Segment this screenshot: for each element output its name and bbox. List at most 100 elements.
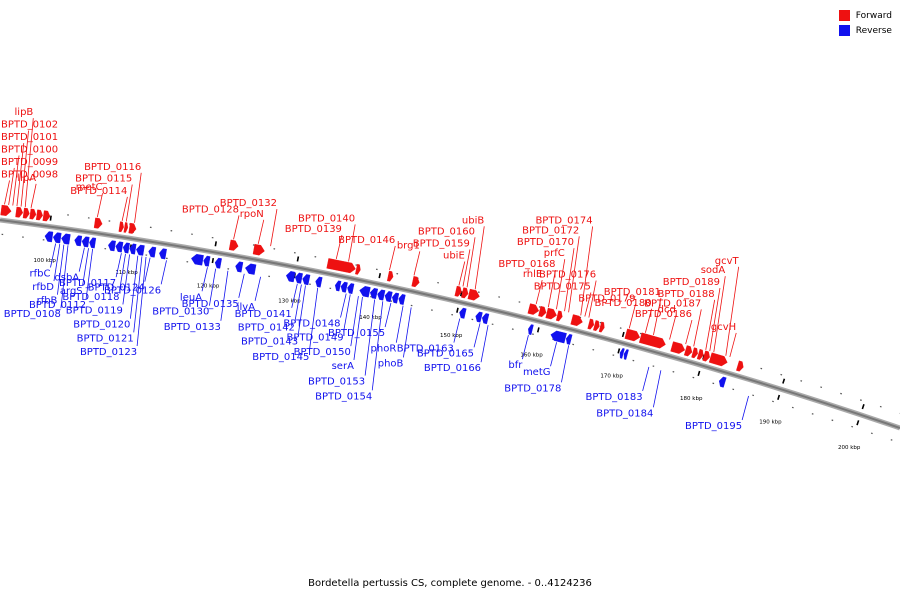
forward-gene-label[interactable]: rpoN (240, 209, 264, 220)
reverse-gene-label[interactable]: BPTD_0155 (328, 328, 385, 339)
scale-tick (50, 216, 51, 221)
forward-gene-label[interactable]: BPTD_0181 (604, 287, 661, 298)
forward-gene-arrow (94, 218, 102, 229)
reverse-leader-line (481, 325, 488, 362)
forward-gene-label[interactable]: BPTD_0180 (594, 298, 651, 309)
forward-gene-arrow (16, 207, 23, 217)
forward-gene-arrow (538, 306, 546, 317)
forward-gene-arrow (599, 322, 604, 332)
scale-tick (379, 273, 380, 278)
forward-leader-line (271, 209, 277, 246)
forward-gene-arrow (387, 271, 393, 281)
reverse-gene-arrow (378, 290, 386, 301)
forward-gene-label[interactable]: BPTD_0188 (657, 289, 714, 300)
scale-tick-label: 190 kbp (759, 420, 782, 426)
reverse-gene-arrow (149, 247, 156, 257)
forward-leader-line (389, 246, 395, 270)
forward-gene-label[interactable]: BPTD_0160 (418, 226, 475, 237)
reverse-gene-arrow (566, 334, 572, 344)
forward-gene-arrow (1, 205, 12, 216)
forward-gene-label[interactable]: BPTD_0170 (517, 237, 574, 248)
reverse-gene-label[interactable]: rfbC (30, 269, 51, 280)
forward-gene-label[interactable]: BPTD_0114 (70, 186, 127, 197)
scale-tick-label: 140 kbp (359, 315, 382, 321)
reverse-gene-arrow (236, 262, 244, 273)
forward-gene-label[interactable]: ubiE (443, 250, 465, 261)
reverse-gene-label[interactable]: BPTD_0153 (308, 377, 365, 388)
reverse-gene-arrow (360, 286, 371, 297)
reverse-gene-arrow (316, 277, 323, 287)
forward-gene-label[interactable]: gcvH (711, 322, 736, 333)
forward-gene-label[interactable]: BPTD_0100 (1, 144, 58, 155)
reverse-gene-label[interactable]: BPTD_0126 (104, 285, 161, 296)
forward-gene-arrow (327, 258, 356, 273)
forward-gene-label[interactable]: prfC (544, 248, 565, 259)
forward-gene-label[interactable]: BPTD_0189 (663, 277, 720, 288)
forward-gene-label[interactable]: BPTD_0116 (84, 162, 141, 173)
forward-gene-label[interactable]: BPTD_0140 (298, 213, 355, 224)
forward-gene-label[interactable]: ubiB (462, 215, 484, 226)
forward-gene-label[interactable]: BPTD_0172 (522, 225, 579, 236)
forward-gene-arrow (124, 222, 128, 232)
reverse-gene-label[interactable]: bfr (508, 360, 523, 371)
reverse-gene-label[interactable]: BPTD_0154 (315, 391, 372, 402)
forward-leader-line (31, 184, 36, 208)
forward-gene-label[interactable]: BPTD_0101 (1, 132, 58, 143)
reverse-gene-arrow (245, 264, 256, 275)
scale-tick (538, 327, 539, 332)
forward-gene-arrow (119, 222, 124, 232)
reverse-gene-label[interactable]: BPTD_0183 (585, 392, 642, 403)
forward-gene-label[interactable]: lipA (17, 173, 36, 184)
scale-tick-label: 150 kbp (440, 333, 463, 339)
reverse-gene-label[interactable]: BPTD_0166 (424, 363, 481, 374)
reverse-leader-line (239, 274, 245, 298)
forward-gene-label[interactable]: BPTD_0139 (285, 224, 342, 235)
reverse-gene-label[interactable]: serA (332, 361, 354, 372)
forward-gene-label[interactable]: gcvT (715, 256, 740, 267)
forward-gene-arrow (588, 319, 594, 329)
reverse-gene-label[interactable]: BPTD_0165 (417, 348, 474, 359)
reverse-gene-arrow (551, 331, 567, 343)
reverse-gene-label[interactable]: BPTD_0184 (596, 408, 653, 419)
reverse-gene-arrow (45, 232, 53, 243)
reverse-gene-label[interactable]: BPTD_0135 (182, 299, 239, 310)
forward-gene-label[interactable]: lipB (15, 107, 34, 118)
reverse-gene-label[interactable]: phoB (378, 358, 404, 369)
forward-gene-label[interactable]: sodA (701, 265, 726, 276)
reverse-gene-label[interactable]: BPTD_0120 (73, 320, 130, 331)
forward-gene-label[interactable]: BPTD_0176 (539, 270, 596, 281)
reverse-gene-label[interactable]: BPTD_0123 (80, 347, 137, 358)
forward-gene-label[interactable]: BPTD_0186 (635, 309, 692, 320)
forward-gene-label[interactable]: BPTD_0175 (534, 281, 591, 292)
forward-gene-label[interactable]: BPTD_0168 (498, 259, 555, 270)
legend-label-forward: Forward (856, 11, 892, 21)
reverse-gene-label[interactable]: BPTD_0133 (164, 322, 221, 333)
forward-gene-label[interactable]: BPTD_0132 (220, 198, 277, 209)
track-dot (871, 433, 873, 434)
scale-tick (212, 258, 213, 263)
reverse-gene-label[interactable]: rfbD (32, 282, 54, 293)
reverse-gene-label[interactable]: BPTD_0108 (4, 309, 61, 320)
forward-gene-arrow (625, 329, 640, 341)
reverse-gene-label[interactable]: BPTD_0121 (77, 333, 134, 344)
forward-gene-label[interactable]: BPTD_0174 (535, 215, 592, 226)
reverse-gene-label[interactable]: BPTD_0195 (685, 421, 742, 432)
forward-gene-label[interactable]: BPTD_0102 (1, 120, 58, 131)
reverse-gene-label[interactable]: BPTD_0119 (66, 305, 123, 316)
forward-gene-arrow (671, 342, 685, 354)
reverse-gene-label[interactable]: BPTD_0178 (504, 383, 561, 394)
forward-gene-label[interactable]: BPTD_0159 (413, 238, 470, 249)
reverse-leader-line (385, 303, 391, 327)
forward-gene-label[interactable]: BPTD_0115 (75, 174, 132, 185)
scale-tick-label: 180 kbp (680, 396, 703, 402)
forward-gene-label[interactable]: BPTD_0146 (338, 235, 395, 246)
reverse-gene-arrow (460, 308, 467, 319)
forward-gene-label[interactable]: BPTD_0187 (644, 298, 701, 309)
reverse-gene-arrow (385, 291, 393, 302)
reverse-gene-label[interactable]: phoR (371, 344, 397, 355)
reverse-gene-label[interactable]: metG (523, 367, 551, 378)
reverse-gene-arrow (191, 254, 203, 265)
reverse-gene-arrow (528, 325, 533, 335)
reverse-gene-arrow (61, 234, 70, 245)
reverse-gene-label[interactable]: BPTD_0150 (294, 347, 351, 358)
